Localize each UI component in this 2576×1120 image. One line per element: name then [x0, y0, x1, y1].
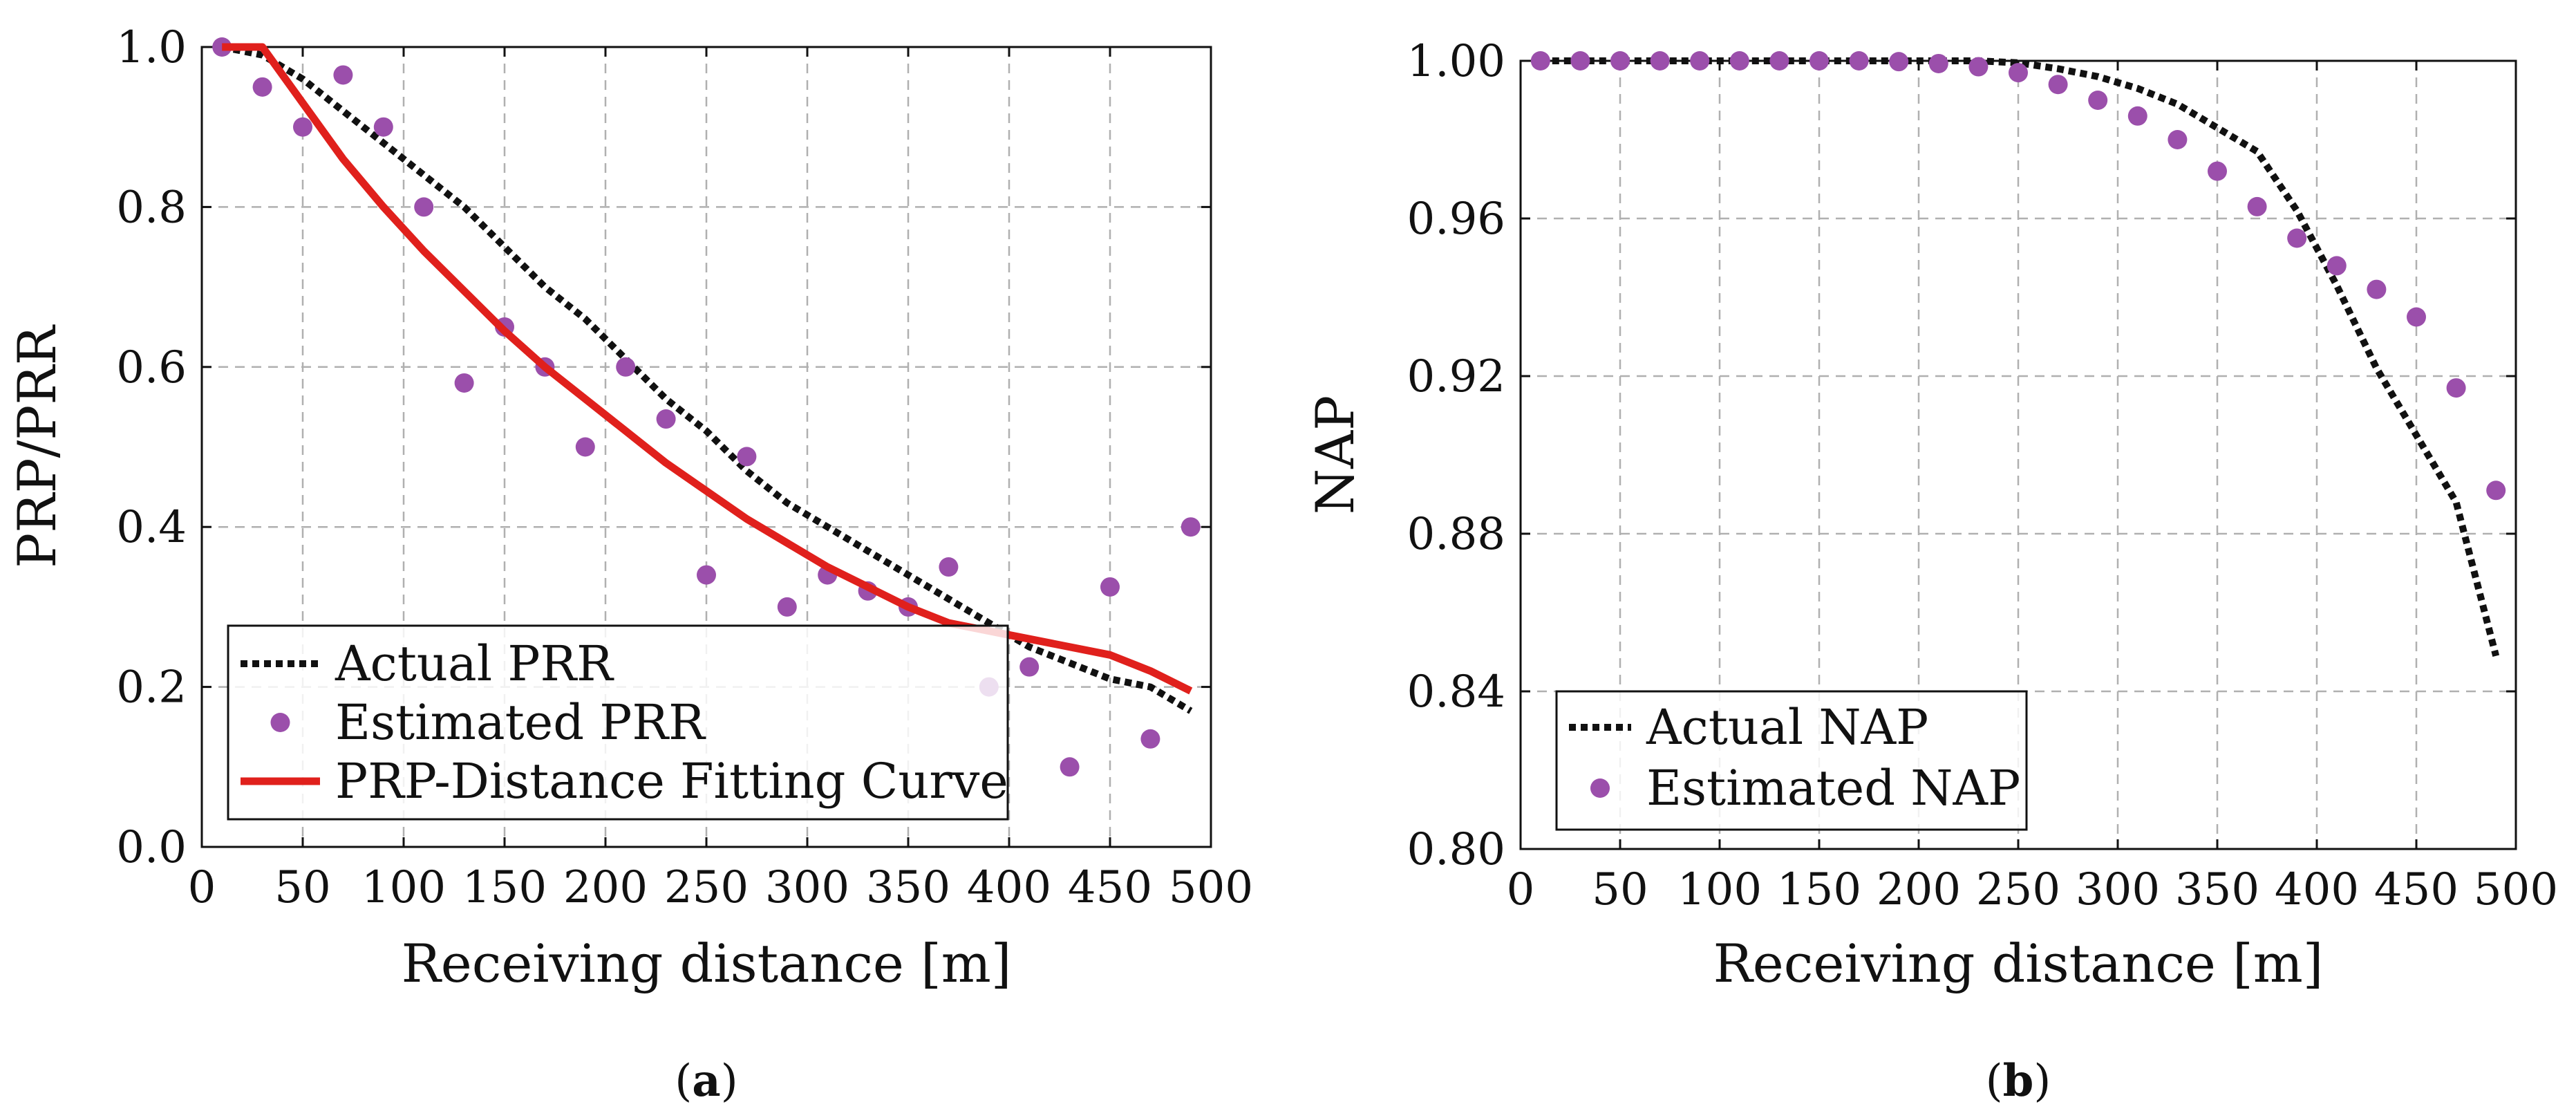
chart-panel-a: 0 50 100 150 200 250 300 350 400 450 500 0.0 0.2 0.4 0… [6, 22, 1253, 1107]
chart-b-series-1-point-21 [2367, 279, 2387, 299]
chart-a-series-1-point-14 [777, 597, 797, 617]
chart-b-xtick-label-9: 450 [2374, 864, 2459, 915]
chart-b-ytick-label-4: 0.96 [1407, 194, 1506, 245]
chart-a-series-1-point-23 [1140, 729, 1160, 749]
chart-b-xtick-label-4: 200 [1877, 864, 1961, 915]
chart-b-series-1-point-9 [1889, 52, 1909, 72]
chart-a-series-1-point-12 [697, 565, 716, 585]
chart-a-series-1-point-24 [1181, 517, 1201, 537]
chart-a-series-1-point-10 [616, 357, 636, 377]
chart-a-xtick-label-7: 350 [866, 862, 950, 913]
chart-a-xtick-label-1: 50 [274, 862, 330, 913]
chart-b-series-1-point-0 [1530, 51, 1550, 71]
chart-a-xtick-label-3: 150 [462, 862, 547, 913]
chart-a-series-1-point-4 [373, 117, 393, 137]
chart-a-legend-label-2: PRP-Distance Fitting Curve [335, 753, 1008, 810]
chart-b-ylabel: NAP [1304, 395, 1366, 515]
chart-b-xtick-label-3: 150 [1777, 864, 1861, 915]
chart-a-xtick-label-2: 100 [361, 862, 446, 913]
chart-b-caption: (b) [1986, 1055, 2051, 1107]
chart-a-xtick-label-9: 450 [1068, 862, 1152, 913]
chart-a-series-1-point-22 [1100, 577, 1120, 597]
chart-a-xlabel: Receiving distance [m] [402, 933, 1012, 994]
chart-b-series-1-point-13 [2048, 75, 2068, 95]
chart-b-legend-box [1555, 690, 2028, 831]
chart-a-xtick-label-0: 0 [188, 862, 216, 913]
chart-a-ytick-label-1: 0.2 [116, 662, 187, 713]
chart-a-legend-label-1: Estimated PRR [335, 694, 706, 751]
chart-a-series-1-point-3 [333, 65, 353, 85]
chart-a-ytick-label-2: 0.4 [116, 502, 187, 553]
chart-a-series-1-point-2 [293, 117, 312, 137]
chart-a-series-1-point-13 [737, 447, 757, 467]
chart-b-series-1-point-6 [1769, 51, 1789, 71]
chart-b-xtick-label-5: 250 [1976, 864, 2060, 915]
chart-a-legend-label-0: Actual PRR [335, 635, 614, 692]
chart-b-xtick-label-0: 0 [1507, 864, 1535, 915]
chart-panel-b: 0 50 100 150 200 250 300 350 400 450 500 0.80 0.84 0.… [1304, 36, 2558, 1107]
chart-a-series-1-point-21 [1060, 757, 1080, 777]
chart-a-series-1-point-1 [252, 77, 272, 97]
chart-b-series-1-point-10 [1928, 53, 1948, 73]
chart-b-series-1-point-12 [2009, 63, 2028, 83]
chart-a-xtick-label-6: 300 [765, 862, 849, 913]
chart-b-ytick-label-2: 0.88 [1407, 509, 1506, 560]
chart-a-ytick-label-3: 0.6 [116, 342, 187, 393]
chart-b-series-1-point-11 [1968, 57, 1989, 77]
chart-a-series-1-point-9 [575, 437, 595, 457]
chart-b-xlabel: Receiving distance [m] [1713, 933, 2324, 994]
chart-b-legend-swatch-1 [1590, 778, 1610, 798]
chart-a-ytick-label-0: 0.0 [116, 822, 187, 873]
chart-a-xtick-label-8: 400 [967, 862, 1051, 913]
chart-a-series-1-point-5 [414, 197, 434, 217]
chart-b-series-1-point-22 [2407, 307, 2426, 327]
chart-b-ytick-label-0: 0.80 [1407, 824, 1506, 875]
chart-b-series-1-point-7 [1809, 51, 1829, 71]
chart-b-xtick-label-8: 400 [2275, 864, 2359, 915]
chart-a-ytick-label-5: 1.0 [116, 22, 187, 73]
chart-b-series-1-point-16 [2168, 130, 2188, 149]
chart-b-series-1-point-17 [2208, 161, 2227, 181]
chart-a-series-1-point-20 [1019, 657, 1040, 677]
chart-a-xtick-label-5: 250 [664, 862, 749, 913]
chart-b-series-1-point-14 [2088, 91, 2108, 110]
chart-b-ytick-label-3: 0.92 [1407, 351, 1506, 402]
chart-a-ylabel: PRP/PRR [6, 324, 68, 568]
chart-b-series-1-point-23 [2446, 378, 2466, 398]
chart-a-series-1-point-11 [656, 409, 676, 429]
chart-a-series-1-point-18 [939, 557, 959, 577]
chart-b-ytick-label-5: 1.00 [1407, 36, 1506, 87]
chart-b-legend-label-0: Actual NAP [1646, 699, 1928, 756]
chart-b-series-1-point-20 [2326, 256, 2347, 276]
chart-a-xtick-label-4: 200 [563, 862, 648, 913]
chart-a-legend-box [227, 624, 1009, 821]
chart-a-series-0-line [221, 44, 1193, 714]
chart-b-ytick-label-1: 0.84 [1407, 666, 1506, 718]
chart-b-series-1-point-19 [2287, 228, 2307, 248]
chart-b-xtick-label-2: 100 [1677, 864, 1762, 915]
chart-b-xtick-label-1: 50 [1592, 864, 1648, 915]
chart-b-series-1-point-4 [1690, 51, 1710, 71]
chart-b-series-1-point-1 [1570, 51, 1590, 71]
chart-b-series-1-point-18 [2247, 196, 2267, 216]
chart-a-xtick-label-10: 500 [1169, 862, 1253, 913]
chart-b-series-1-point-15 [2127, 106, 2147, 126]
chart-a-ytick-label-4: 0.8 [116, 182, 187, 233]
chart-a-legend-swatch-1 [270, 713, 290, 732]
chart-b-series-1-point-5 [1729, 51, 1749, 71]
chart-b-series-1-point-24 [2486, 480, 2506, 501]
chart-b-xtick-label-10: 500 [2474, 864, 2558, 915]
chart-b-series-1-point-8 [1849, 51, 1869, 71]
chart-b-xtick-label-7: 350 [2175, 864, 2259, 915]
chart-a-series-2-line [222, 43, 1193, 695]
chart-b-series-1-point-2 [1610, 51, 1630, 71]
chart-a-caption: (a) [675, 1055, 737, 1107]
chart-b-xtick-label-6: 300 [2076, 864, 2160, 915]
chart-a-series-1-point-6 [454, 373, 474, 393]
chart-b-legend-label-1: Estimated NAP [1646, 760, 2020, 816]
chart-b-series-1-point-3 [1650, 51, 1670, 71]
